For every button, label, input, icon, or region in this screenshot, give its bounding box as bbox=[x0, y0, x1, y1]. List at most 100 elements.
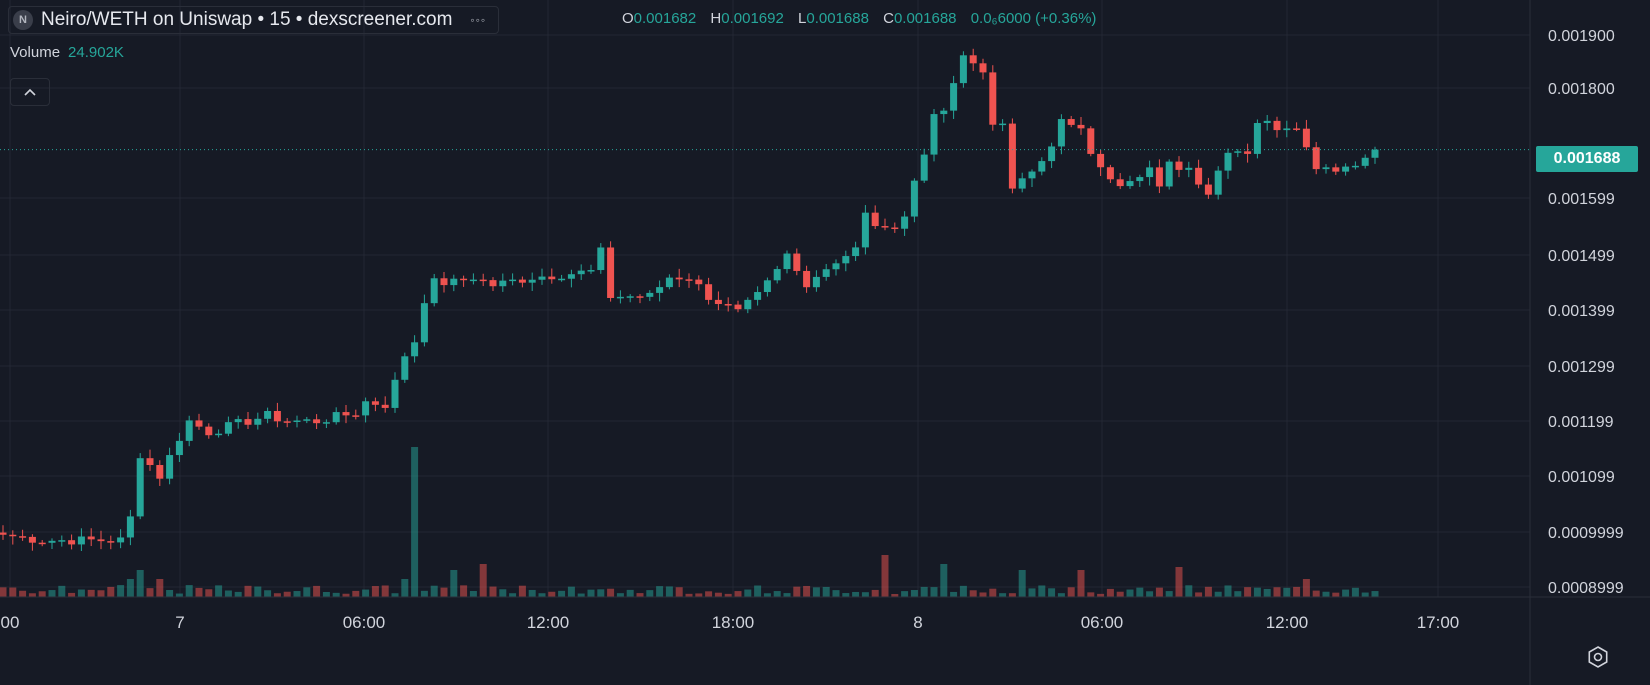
settings-icon[interactable] bbox=[1585, 644, 1611, 670]
volume-bar bbox=[509, 593, 517, 597]
change-value: 0.0₆6000 (+0.36%) bbox=[970, 10, 1097, 27]
volume-bar bbox=[48, 590, 56, 597]
candle-body bbox=[1067, 119, 1075, 125]
candle bbox=[1322, 164, 1330, 174]
candle-body bbox=[852, 247, 860, 257]
candle-body bbox=[1185, 167, 1193, 170]
volume-bar bbox=[1165, 591, 1173, 597]
candle-body bbox=[136, 458, 144, 517]
candle bbox=[1126, 175, 1134, 189]
candle-body bbox=[322, 422, 330, 424]
time-axis[interactable]: 00 7 06:00 12:00 18:00 8 06:00 12:00 17:00 bbox=[1, 613, 1460, 632]
time-tick-label: 06:00 bbox=[343, 613, 386, 632]
candle bbox=[910, 178, 918, 223]
candle-body bbox=[1038, 161, 1046, 172]
candle-body bbox=[538, 276, 546, 280]
volume-bar bbox=[930, 587, 938, 597]
candle bbox=[391, 372, 399, 413]
candle bbox=[175, 432, 183, 463]
close-label: C bbox=[883, 10, 894, 27]
candle bbox=[156, 460, 164, 486]
candle-body bbox=[1116, 179, 1124, 187]
candle bbox=[450, 274, 458, 292]
candle-body bbox=[97, 539, 105, 542]
candle bbox=[273, 402, 281, 428]
candle-body bbox=[1087, 128, 1095, 154]
volume-bar bbox=[440, 587, 448, 597]
candle bbox=[714, 291, 722, 311]
volume-bar bbox=[959, 585, 967, 597]
candle-body bbox=[724, 304, 732, 306]
volume-bar bbox=[783, 593, 791, 597]
candle-body bbox=[224, 422, 232, 434]
candle bbox=[969, 48, 977, 71]
volume-bar bbox=[1057, 593, 1065, 597]
candle-body bbox=[264, 410, 272, 419]
symbol-info[interactable]: N Neiro/WETH on Uniswap • 15 • dexscreen… bbox=[8, 6, 500, 34]
volume-bar bbox=[460, 585, 468, 597]
candle bbox=[1253, 119, 1261, 159]
candle-body bbox=[891, 227, 899, 230]
candle-body bbox=[1204, 184, 1212, 195]
candle-body bbox=[303, 419, 311, 421]
candle-body bbox=[754, 292, 762, 300]
candle-body bbox=[1048, 146, 1056, 162]
volume-bar bbox=[1234, 591, 1242, 597]
price-axis[interactable]: 0.001900 0.001800 0.001599 0.001499 0.001399… bbox=[1548, 28, 1624, 597]
candle-body bbox=[1273, 120, 1281, 131]
candle bbox=[1116, 173, 1124, 190]
candle-body bbox=[979, 63, 987, 73]
candle bbox=[68, 534, 76, 550]
chevron-up-icon bbox=[24, 88, 36, 96]
volume-bar bbox=[1126, 589, 1134, 597]
candle bbox=[665, 274, 673, 290]
volume-bar bbox=[1312, 590, 1320, 597]
candle bbox=[871, 205, 879, 230]
candle bbox=[675, 268, 683, 288]
candle bbox=[842, 250, 850, 272]
candle-body bbox=[714, 299, 722, 305]
volume-bar bbox=[313, 585, 321, 597]
candle-body bbox=[469, 279, 477, 282]
candle bbox=[1342, 163, 1350, 176]
candle bbox=[1244, 143, 1252, 163]
candle bbox=[1371, 146, 1379, 164]
candle-body bbox=[518, 279, 526, 283]
volume-bar bbox=[861, 592, 869, 597]
candle bbox=[371, 397, 379, 412]
volume-legend: Volume 24.902K bbox=[10, 44, 124, 61]
candle bbox=[381, 396, 389, 413]
more-dots-icon[interactable]: ◦◦◦ bbox=[470, 13, 487, 27]
price-tick-label: 0.0009999 bbox=[1548, 525, 1624, 542]
volume-bar bbox=[558, 590, 566, 597]
symbol-title: Neiro/WETH on Uniswap • 15 • dexscreener… bbox=[41, 9, 453, 30]
candle bbox=[1302, 119, 1310, 151]
price-tick-label: 0.001599 bbox=[1548, 191, 1615, 208]
volume-bar bbox=[616, 593, 624, 597]
volume-bar bbox=[283, 591, 291, 597]
candle-body bbox=[950, 83, 958, 111]
candle-body bbox=[744, 299, 752, 310]
volume-bar bbox=[1342, 589, 1350, 597]
candle-body bbox=[1126, 181, 1134, 187]
volume-bar bbox=[793, 586, 801, 597]
volume-bar bbox=[1048, 588, 1056, 597]
volume-bar bbox=[401, 579, 409, 597]
volume-bar bbox=[362, 589, 370, 597]
candle-body bbox=[842, 256, 850, 264]
volume-bar bbox=[1067, 587, 1075, 597]
volume-bar bbox=[9, 587, 17, 597]
collapse-legend-button[interactable] bbox=[10, 78, 50, 106]
price-tick-label: 0.001099 bbox=[1548, 469, 1615, 486]
candle-body bbox=[185, 420, 193, 441]
candle bbox=[264, 407, 272, 424]
candle bbox=[1087, 126, 1095, 157]
candle bbox=[548, 268, 556, 284]
volume-bar bbox=[185, 585, 193, 597]
candle-body bbox=[1175, 161, 1183, 170]
candle-body bbox=[685, 279, 693, 281]
candle-body bbox=[460, 278, 468, 281]
volume-bar bbox=[979, 592, 987, 597]
time-tick-label: 06:00 bbox=[1081, 613, 1124, 632]
